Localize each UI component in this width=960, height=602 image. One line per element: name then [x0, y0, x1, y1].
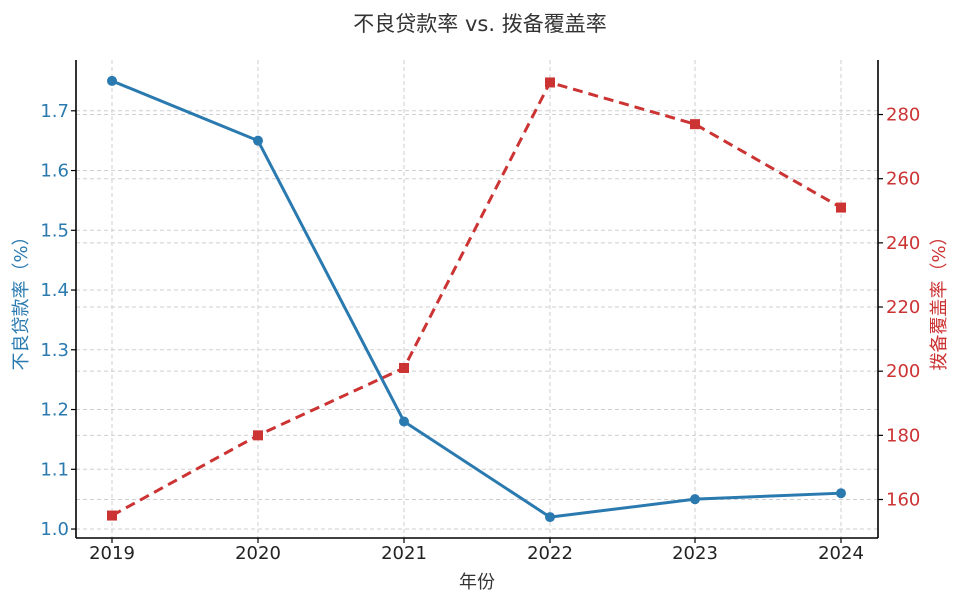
right-y-tick-label: 160: [886, 490, 920, 511]
provision-coverage-point: [690, 119, 700, 130]
x-tick-label: 2021: [381, 543, 427, 564]
left-y-tick-label: 1.0: [40, 519, 69, 540]
left-y-tick-label: 1.5: [40, 220, 69, 241]
provision-coverage-point: [253, 430, 263, 441]
right-y-tick-label: 260: [886, 169, 920, 190]
left-y-tick-label: 1.2: [40, 400, 69, 421]
npl-ratio-point: [399, 416, 409, 427]
x-tick-label: 2024: [818, 543, 864, 564]
npl-ratio-series-line: [111, 79, 842, 519]
provision-coverage-point: [399, 362, 409, 373]
left-y-tick-label: 1.6: [40, 161, 69, 182]
provision-coverage-point: [107, 510, 117, 521]
left-y-axis-label: 不良贷款率（%）: [11, 227, 32, 370]
text-layer: 不良贷款率 vs. 拨备覆盖率 年份 不良贷款率（%） 拨备覆盖率（%）: [11, 12, 950, 593]
npl-ratio-point: [107, 75, 117, 86]
x-tick-label: 2020: [235, 543, 281, 564]
provision-coverage-point: [836, 202, 846, 213]
grid: [76, 60, 878, 538]
right-y-tick-label: 240: [886, 233, 920, 254]
left-y-tick-label: 1.7: [40, 101, 69, 122]
left-y-tick-label: 1.1: [40, 459, 69, 480]
x-tick-label: 2019: [89, 543, 135, 564]
x-tick-label: 2023: [672, 543, 718, 564]
series-layer: [107, 75, 846, 523]
npl-ratio-point: [836, 488, 846, 499]
npl-ratio-point: [545, 512, 555, 523]
x-axis-label: 年份: [459, 572, 495, 593]
npl-ratio-point: [690, 494, 700, 505]
right-y-tick-label: 180: [886, 425, 920, 446]
left-y-tick-label: 1.4: [40, 280, 69, 301]
right-y-tick-label: 280: [886, 105, 920, 126]
left-y-tick-label: 1.3: [40, 340, 69, 361]
right-y-tick-label: 200: [886, 361, 920, 382]
right-y-tick-label: 220: [886, 297, 920, 318]
chart-title: 不良贷款率 vs. 拨备覆盖率: [353, 12, 606, 36]
provision-coverage-point: [545, 77, 555, 88]
provision-coverage-series-line: [111, 80, 842, 517]
npl-ratio-point: [253, 135, 263, 146]
right-y-axis-label: 拨备覆盖率（%）: [929, 227, 950, 370]
x-tick-label: 2022: [527, 543, 573, 564]
axes: 2019 2020 2021 2022 2023 2024 1.0 1.1 1.2 1.3 1.4 1…: [40, 60, 920, 564]
